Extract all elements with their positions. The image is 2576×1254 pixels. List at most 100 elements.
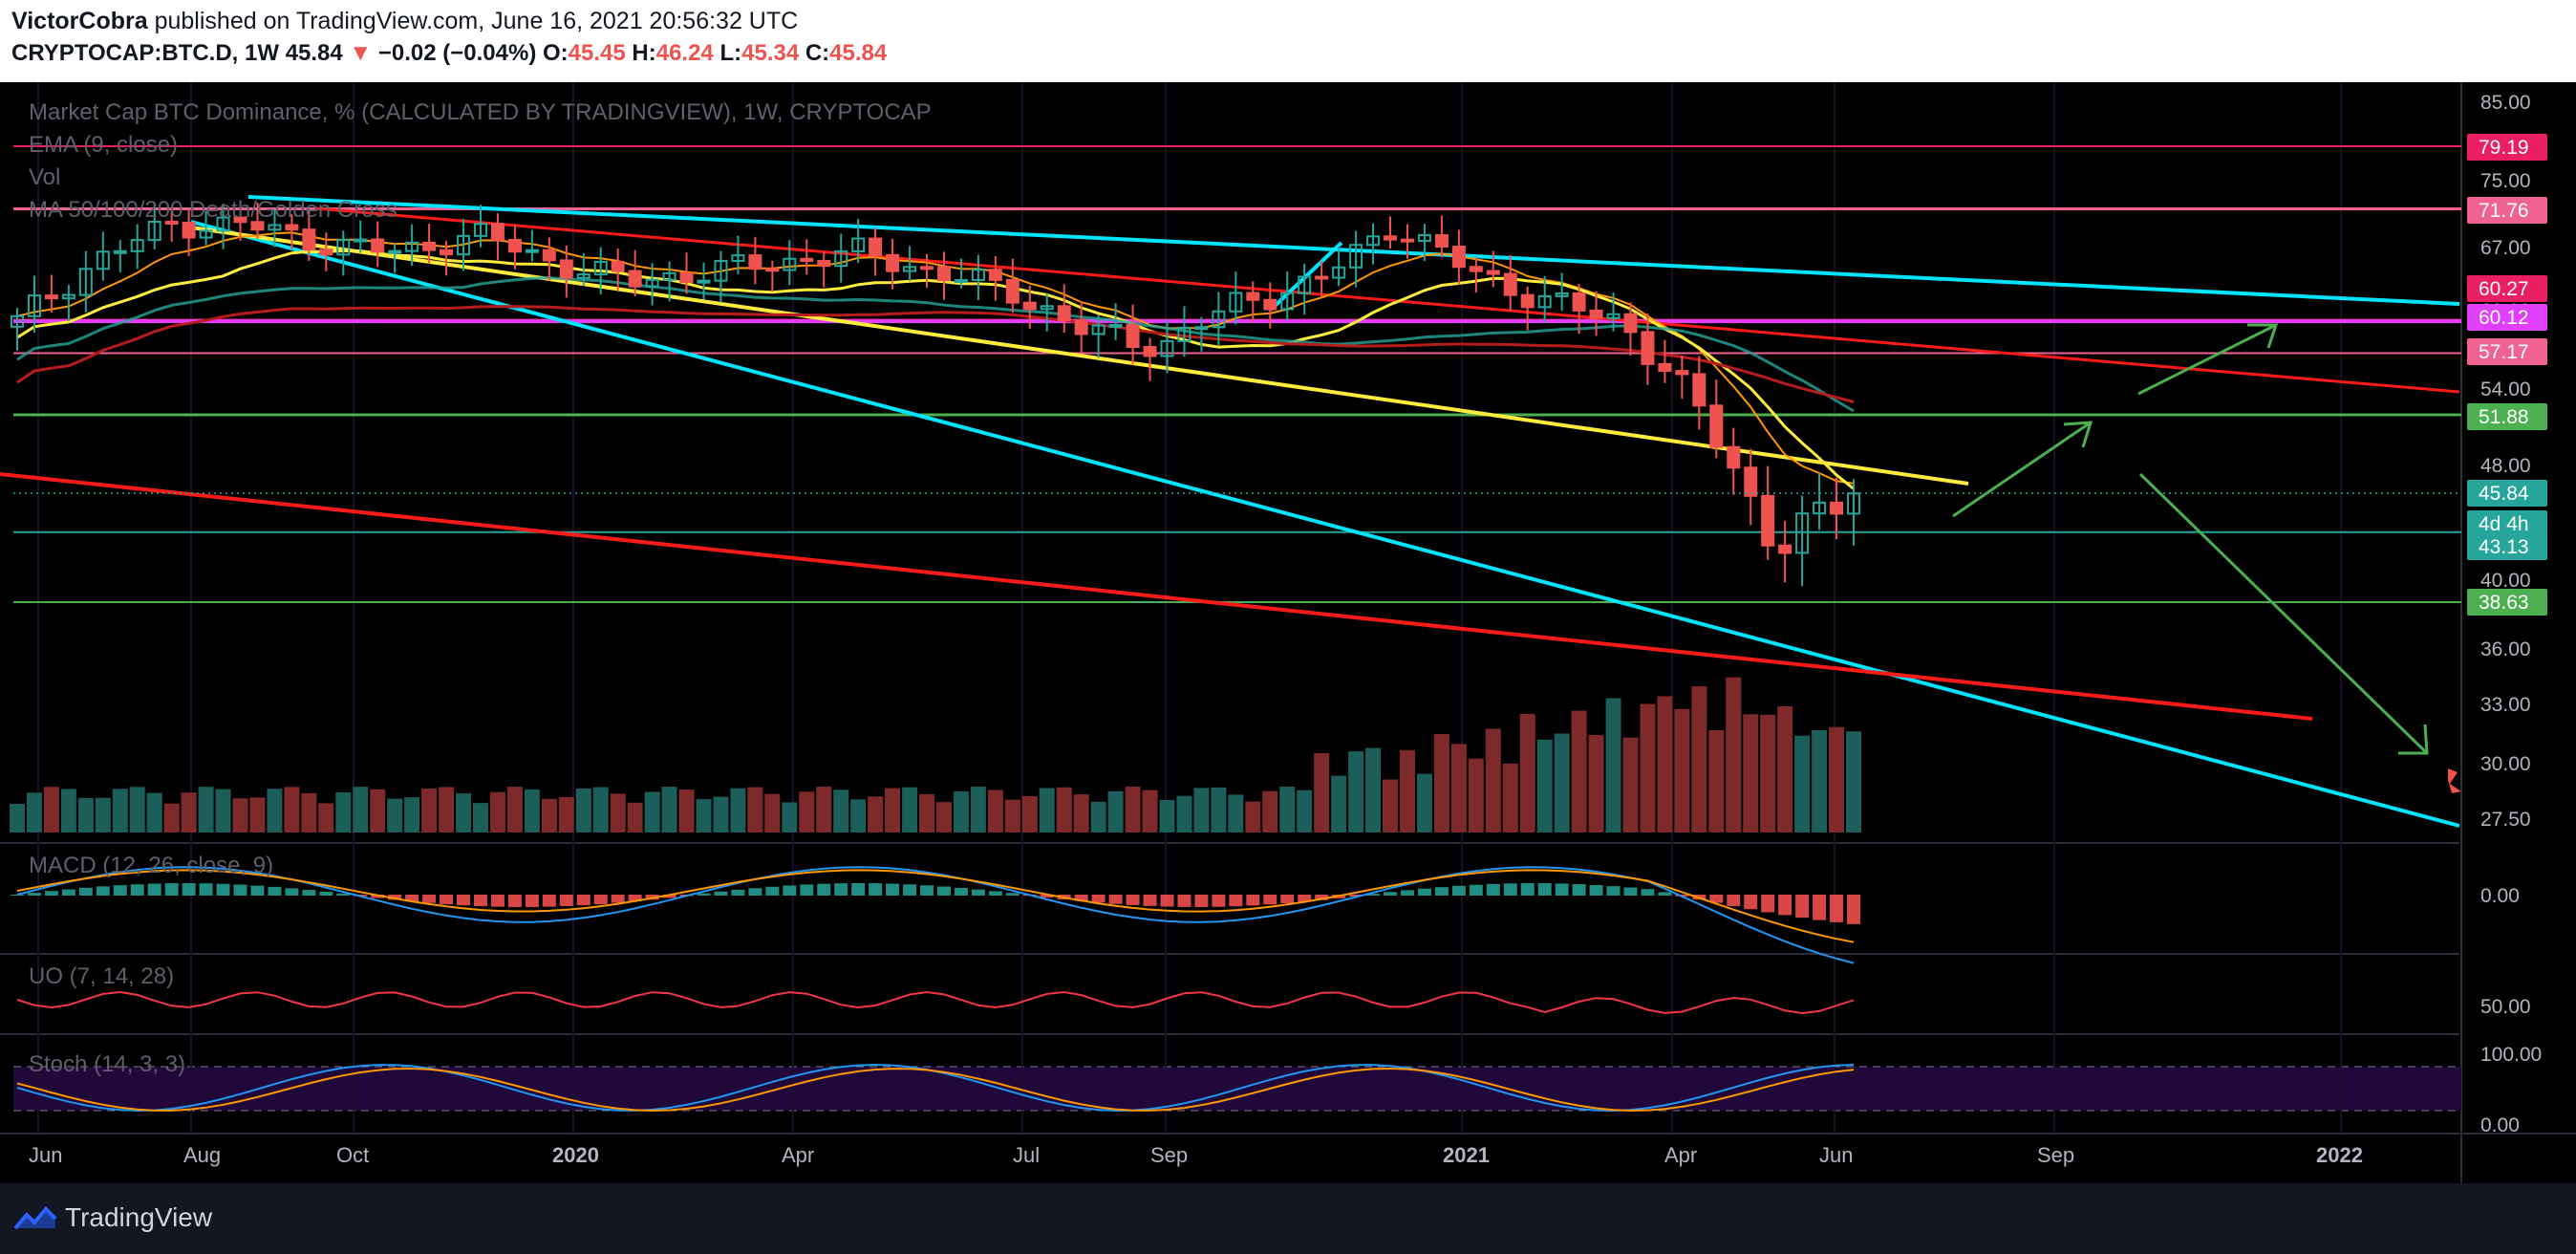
macd-legend[interactable]: MACD (12, 26, close, 9) — [29, 853, 274, 878]
arrow-up-1-head[interactable] — [2063, 421, 2093, 448]
volume-bar — [163, 803, 180, 832]
chart-canvas[interactable]: 85.00 75.00 67.00 60.00 54.00 48.00 40.0… — [0, 82, 2576, 1183]
candle-body — [731, 254, 745, 262]
arrow-up-2-head[interactable] — [2247, 323, 2279, 349]
volume-bar — [1674, 708, 1690, 832]
macd-histogram-bar — [233, 884, 247, 896]
candle-body — [1074, 319, 1088, 335]
macd-histogram-bar — [1160, 895, 1174, 907]
projection-arrows[interactable] — [1952, 323, 2429, 755]
arrow-up-2[interactable] — [2137, 323, 2277, 396]
time-axis[interactable]: Jun Aug Oct 2020 Apr Jul Sep 2021 Apr Ju… — [29, 1143, 2363, 1167]
candle-body — [1298, 275, 1312, 294]
macd-histogram-bar — [490, 895, 504, 907]
volume-bar — [370, 789, 386, 832]
volume-bar — [353, 787, 369, 832]
publish-header: VictorCobra published on TradingView.com… — [0, 0, 2576, 82]
candle-body — [645, 278, 659, 288]
price-badge-label: 60.12 — [2479, 307, 2529, 329]
macd-histogram-bar — [199, 883, 213, 896]
volume-bar — [1365, 747, 1382, 832]
price-badge[interactable]: 43.13 — [2467, 533, 2547, 560]
price-badge[interactable]: 4d 4h — [2467, 510, 2547, 537]
volume-bar — [1743, 714, 1759, 832]
price-badge[interactable]: 60.12 — [2467, 304, 2547, 331]
price-badges[interactable]: 79.19 71.76 60.27 60.12 57.17 51.88 45.84 4d 4h… — [2467, 134, 2547, 616]
price-badge[interactable]: 79.19 — [2467, 134, 2547, 161]
ema-legend[interactable]: EMA (9, close) — [29, 132, 179, 158]
chart-area[interactable]: 85.00 75.00 67.00 60.00 54.00 48.00 40.0… — [0, 82, 2576, 1183]
price-tick: 40.00 — [2480, 570, 2531, 592]
vol-legend[interactable]: Vol — [29, 164, 61, 190]
volume-bar — [112, 789, 128, 832]
volume-bar — [1416, 773, 1432, 832]
price-badge[interactable]: 60.27 — [2467, 275, 2547, 302]
candle-body — [78, 268, 93, 296]
chart-title-legend[interactable]: Market Cap BTC Dominance, % (CALCULATED … — [29, 99, 932, 125]
macd-histogram-bar — [1572, 884, 1586, 896]
candle-body — [1709, 404, 1724, 448]
volume-bar — [782, 802, 798, 832]
arrow-up-1[interactable] — [1952, 421, 2092, 518]
price-candles — [11, 202, 1860, 587]
price-badge[interactable]: 38.63 — [2467, 589, 2547, 616]
volume-bar — [26, 792, 42, 832]
volume-bar — [747, 787, 763, 832]
ma-legend[interactable]: MA 50/100/200 Death/Golden Cross — [29, 197, 397, 223]
candle-body — [697, 279, 711, 284]
price-axis[interactable]: 85.00 75.00 67.00 60.00 54.00 48.00 40.0… — [2480, 92, 2542, 1136]
volume-bar — [575, 788, 591, 832]
yellow-trendline[interactable] — [190, 226, 1969, 486]
author-name[interactable]: VictorCobra — [11, 8, 148, 34]
macd-histogram-bar — [473, 895, 487, 907]
macd-histogram-bar — [61, 889, 75, 896]
candle-body — [1537, 294, 1552, 309]
arrow-down[interactable] — [2138, 472, 2429, 755]
volume-bar — [953, 791, 969, 832]
macd-histogram-bar — [1298, 895, 1312, 902]
uo-legend[interactable]: UO (7, 14, 28) — [29, 963, 175, 989]
macd-histogram-bar — [422, 895, 437, 903]
volume-bar — [1176, 795, 1192, 832]
volume-bar — [833, 789, 849, 832]
volume-bar — [198, 787, 214, 832]
scroll-marker-icon[interactable] — [2448, 768, 2461, 793]
candle-body — [1658, 362, 1672, 373]
volume-bar — [1348, 751, 1364, 832]
price-badge[interactable]: 45.84 — [2467, 480, 2547, 507]
arrow-down-head[interactable] — [2398, 724, 2429, 755]
stoch-legend[interactable]: Stoch (14, 3, 3) — [29, 1051, 186, 1077]
red-lower-trendline[interactable] — [0, 472, 2313, 721]
volume-bar — [1485, 728, 1501, 832]
candle-body — [1160, 339, 1174, 357]
volume-bar — [987, 789, 1003, 832]
price-badge[interactable]: 51.88 — [2467, 403, 2547, 430]
open-value: 45.45 — [568, 40, 626, 66]
price-badge-label: 51.88 — [2479, 406, 2529, 428]
candle-body — [302, 228, 316, 251]
volume-bar — [421, 789, 438, 832]
macd-histogram-bar — [457, 895, 471, 906]
uo-tick: 50.00 — [2480, 996, 2531, 1018]
macd-histogram-bar — [1727, 895, 1741, 906]
volume-bar — [146, 792, 162, 832]
red-upper-trendline[interactable] — [314, 206, 2460, 394]
macd-histogram-bar — [440, 895, 454, 905]
price-badge[interactable]: 57.17 — [2467, 338, 2547, 365]
volume-bar — [558, 796, 574, 832]
candle-body — [388, 249, 402, 254]
volume-bar — [1588, 734, 1604, 832]
cyan-upper-trendline[interactable] — [247, 195, 2460, 306]
volume-bar — [1829, 726, 1845, 832]
ohlc-line: CRYPTOCAP:BTC.D, 1W 45.84 ▼ −0.02 (−0.04… — [11, 40, 887, 67]
macd-histogram-bar — [1005, 893, 1020, 896]
uo-line — [16, 990, 1855, 1015]
macd-histogram-bar — [1641, 889, 1655, 896]
volume-bar — [1297, 789, 1313, 832]
macd-histogram-bar — [971, 889, 985, 896]
price-badge[interactable]: 71.76 — [2467, 197, 2547, 224]
candle-body — [1589, 309, 1603, 319]
volume-bar — [1262, 790, 1278, 832]
cyan-lower-trendline[interactable] — [190, 220, 2460, 828]
tradingview-logo[interactable]: TradingView — [13, 1202, 212, 1233]
